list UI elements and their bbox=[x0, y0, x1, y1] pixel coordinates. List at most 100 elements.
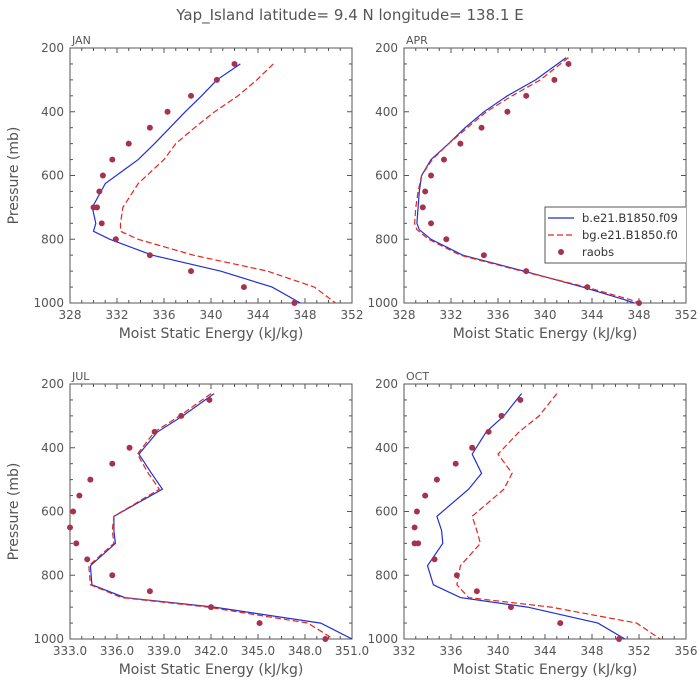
raobs-point bbox=[240, 284, 247, 291]
raobs-point bbox=[469, 444, 476, 451]
raobs-point bbox=[440, 156, 447, 163]
y-tick-label: 200 bbox=[375, 41, 398, 55]
y-tick-label: 600 bbox=[41, 169, 64, 183]
dashed-model-series-line bbox=[456, 393, 661, 640]
raobs-point bbox=[213, 76, 220, 83]
raobs-point bbox=[146, 124, 153, 131]
raobs-point bbox=[67, 524, 73, 531]
raobs-point bbox=[428, 172, 435, 179]
dashed-model-series-line bbox=[88, 393, 334, 640]
y-tick-label: 400 bbox=[41, 441, 64, 455]
legend-label: bg.e21.B1850.f0 bbox=[582, 228, 678, 242]
raobs-point bbox=[523, 268, 530, 275]
x-tick-label: 328 bbox=[393, 308, 416, 322]
raobs-point bbox=[188, 268, 195, 275]
raobs-point bbox=[256, 620, 263, 627]
raobs-point bbox=[428, 220, 435, 227]
raobs-series bbox=[411, 396, 623, 642]
y-tick-label: 1000 bbox=[33, 296, 64, 310]
panel-oct: 332 336 340 344 348 352 356 200 400 600 800 1000 OCT… bbox=[367, 370, 697, 678]
x-tick-label: 348 bbox=[628, 308, 651, 322]
legend-label: b.e21.B1850.f09 bbox=[582, 211, 678, 225]
y-tick-label: 800 bbox=[375, 232, 398, 246]
y-axis-label: Pressure (mb) bbox=[6, 463, 22, 561]
x-axis-label: Moist Static Energy (kJ/kg) bbox=[453, 662, 638, 678]
y-tick-label: 800 bbox=[41, 232, 64, 246]
raobs-point bbox=[73, 540, 80, 547]
raobs-point bbox=[422, 492, 429, 499]
legend-label: raobs bbox=[582, 245, 614, 259]
raobs-point bbox=[99, 172, 106, 179]
raobs-point bbox=[565, 60, 572, 67]
plot-frame bbox=[403, 47, 687, 304]
y-tick-label: 600 bbox=[375, 505, 398, 519]
solid-model-series-line bbox=[426, 393, 626, 640]
raobs-point bbox=[413, 508, 420, 515]
x-tick-label: 340 bbox=[487, 644, 510, 658]
dashed-model-series-line bbox=[119, 63, 336, 304]
raobs-point bbox=[87, 476, 94, 483]
raobs-point bbox=[90, 204, 97, 211]
y-tick-label: 800 bbox=[41, 568, 64, 582]
raobs-point bbox=[616, 636, 623, 642]
legend-box bbox=[544, 206, 686, 264]
solid-model-series-line bbox=[89, 393, 353, 640]
raobs-series bbox=[419, 60, 642, 306]
y-tick-label: 200 bbox=[375, 377, 398, 391]
raobs-point bbox=[473, 588, 480, 595]
y-tick-label: 400 bbox=[375, 105, 398, 119]
raobs-point bbox=[523, 92, 530, 99]
raobs-point bbox=[112, 236, 119, 243]
raobs-point bbox=[478, 124, 485, 131]
panel-apr: 328 332 336 340 344 348 352 200 400 600 800 1000 APR… bbox=[367, 34, 697, 342]
y-axis-label: Pressure (mb) bbox=[6, 127, 22, 225]
x-tick-label: 336 bbox=[153, 308, 176, 322]
plot-frame bbox=[69, 383, 353, 640]
y-tick-label: 1000 bbox=[367, 632, 398, 646]
raobs-series bbox=[90, 60, 298, 306]
x-tick-label: 344 bbox=[247, 308, 270, 322]
panel-jul: 333.0 336.0 339.0 342.0 345.0 348.0 351.0 200 40… bbox=[6, 370, 369, 678]
x-tick-label: 345.0 bbox=[241, 644, 275, 658]
x-tick-label: 332 bbox=[393, 644, 416, 658]
x-tick-label: 340 bbox=[534, 308, 557, 322]
panel-label: OCT bbox=[406, 370, 429, 383]
panel-jan: 328 332 336 340 344 348 352 200 400 600 800 1000 JAN… bbox=[6, 34, 363, 342]
panels: 328 332 336 340 344 348 352 200 400 600 800 1000 JAN… bbox=[6, 34, 697, 678]
y-tick-label: 600 bbox=[41, 505, 64, 519]
raobs-point bbox=[70, 508, 77, 515]
raobs-point bbox=[291, 300, 298, 306]
x-tick-label: 356 bbox=[675, 644, 698, 658]
raobs-point bbox=[415, 540, 422, 547]
x-tick-label: 336.0 bbox=[100, 644, 134, 658]
y-tick-label: 800 bbox=[375, 568, 398, 582]
x-tick-label: 348 bbox=[581, 644, 604, 658]
raobs-point bbox=[126, 444, 133, 451]
x-tick-label: 352 bbox=[675, 308, 698, 322]
x-tick-label: 336 bbox=[440, 644, 463, 658]
raobs-point bbox=[557, 620, 564, 627]
raobs-point bbox=[206, 396, 213, 403]
solid-model-series-line bbox=[91, 63, 301, 304]
raobs-point bbox=[164, 108, 171, 115]
x-tick-label: 351.0 bbox=[335, 644, 369, 658]
raobs-point bbox=[96, 188, 103, 195]
raobs-point bbox=[422, 188, 429, 195]
raobs-point bbox=[452, 460, 459, 467]
raobs-point bbox=[504, 108, 511, 115]
y-tick-label: 400 bbox=[375, 441, 398, 455]
raobs-point bbox=[453, 572, 460, 579]
x-tick-label: 352 bbox=[628, 644, 651, 658]
raobs-point bbox=[178, 412, 185, 419]
panel-label: APR bbox=[406, 34, 428, 47]
plot-frame bbox=[403, 383, 687, 640]
y-tick-label: 200 bbox=[41, 377, 64, 391]
raobs-point bbox=[231, 60, 238, 67]
x-tick-label: 332 bbox=[106, 308, 129, 322]
x-tick-label: 344 bbox=[534, 644, 557, 658]
panel-label: JUL bbox=[71, 370, 90, 383]
raobs-point bbox=[146, 252, 153, 259]
raobs-point bbox=[411, 524, 418, 531]
y-tick-label: 1000 bbox=[33, 632, 64, 646]
